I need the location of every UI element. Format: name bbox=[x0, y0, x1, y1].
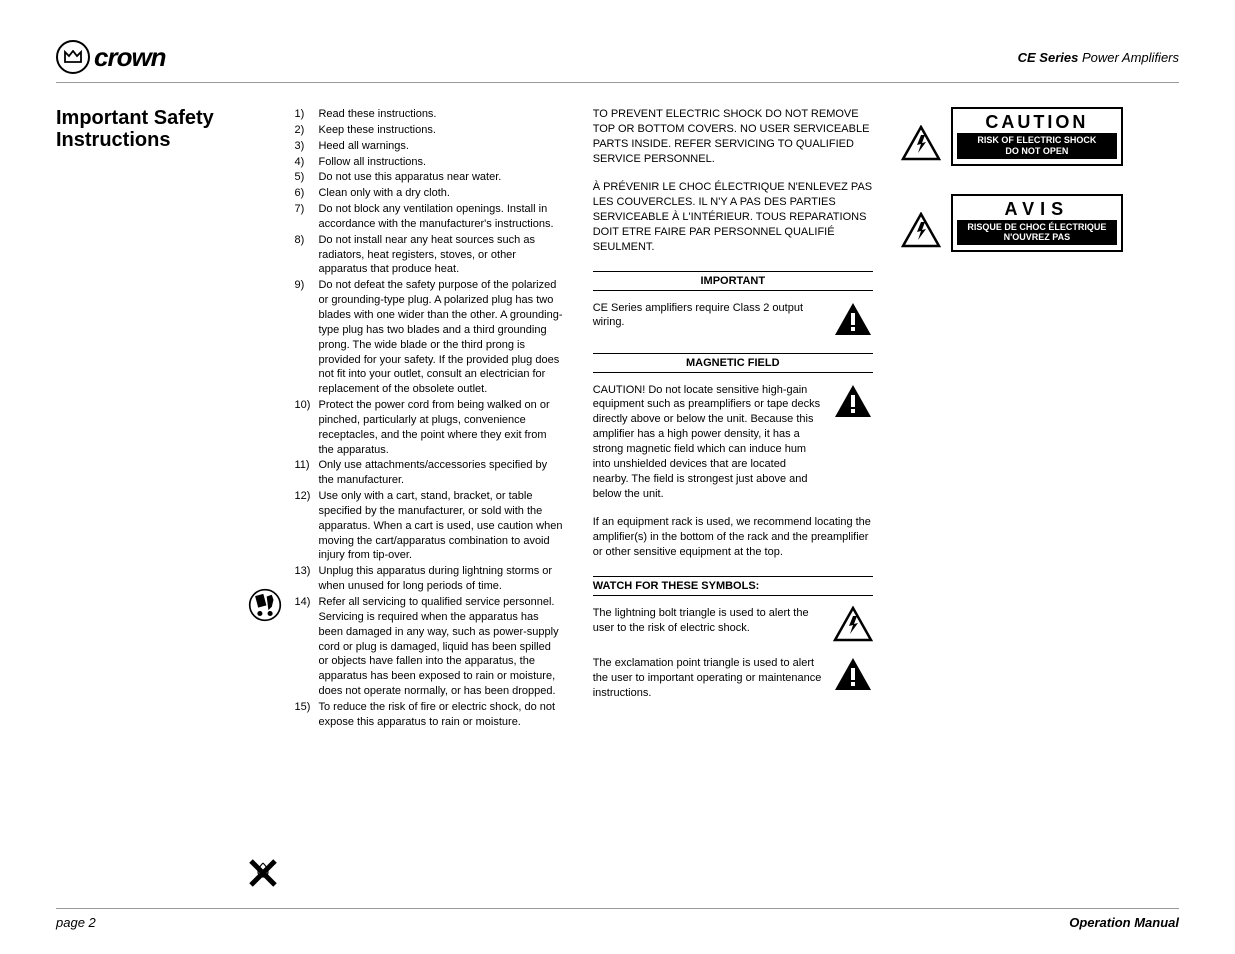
instruction-row: 5)Do not use this apparatus near water. bbox=[294, 170, 562, 185]
magnetic-row: CAUTION! Do not locate sensitive high-ga… bbox=[593, 383, 873, 502]
instruction-row: 2)Keep these instructions. bbox=[294, 123, 562, 138]
magnetic-text-1: CAUTION! Do not locate sensitive high-ga… bbox=[593, 383, 823, 502]
section-title-line1: Important Safety bbox=[56, 107, 284, 129]
instruction-row: 14)Refer all servicing to qualified serv… bbox=[294, 595, 562, 699]
instructions-list: 1)Read these instructions.2)Keep these i… bbox=[294, 107, 562, 730]
instruction-number: 3) bbox=[294, 139, 318, 154]
important-header: IMPORTANT bbox=[593, 271, 873, 291]
warnings-column: TO PREVENT ELECTRIC SHOCK DO NOT REMOVE … bbox=[593, 107, 901, 731]
brand-badge-icon bbox=[56, 40, 90, 74]
instruction-text: Unplug this apparatus during lightning s… bbox=[318, 564, 562, 594]
instruction-number: 6) bbox=[294, 186, 318, 201]
instruction-text: Keep these instructions. bbox=[318, 123, 562, 138]
caution-en-sub2: DO NOT OPEN bbox=[1005, 146, 1068, 156]
doc-title-series: CE Series bbox=[1018, 50, 1079, 65]
instruction-text: Do not defeat the safety purpose of the … bbox=[318, 278, 562, 397]
instruction-row: 3)Heed all warnings. bbox=[294, 139, 562, 154]
instruction-row: 10)Protect the power cord from being wal… bbox=[294, 398, 562, 457]
symbols-header: WATCH FOR THESE SYMBOLS: bbox=[593, 576, 873, 596]
instruction-number: 8) bbox=[294, 233, 318, 278]
instruction-row: 9)Do not defeat the safety purpose of th… bbox=[294, 278, 562, 397]
caution-en-title: CAUTION bbox=[957, 112, 1117, 133]
caution-fr-box: AVIS RISQUE DE CHOC ÉLECTRIQUE N'OUVREZ … bbox=[951, 194, 1123, 253]
symbol-excl-row: The exclamation point triangle is used t… bbox=[593, 656, 873, 701]
exclamation-triangle-icon bbox=[833, 301, 873, 337]
caution-fr-sub2: N'OUVREZ PAS bbox=[1004, 232, 1070, 242]
instruction-number: 2) bbox=[294, 123, 318, 138]
instruction-number: 4) bbox=[294, 155, 318, 170]
instruction-text: Do not block any ventilation openings. I… bbox=[318, 202, 562, 232]
shock-warning-fr: À PRÉVENIR LE CHOC ÉLECTRIQUE N'ENLEVEZ … bbox=[593, 180, 873, 254]
caution-en-sub: RISK OF ELECTRIC SHOCK DO NOT OPEN bbox=[957, 133, 1117, 159]
instruction-number: 13) bbox=[294, 564, 318, 594]
caution-fr-sub1: RISQUE DE CHOC ÉLECTRIQUE bbox=[967, 222, 1106, 232]
instruction-number: 7) bbox=[294, 202, 318, 232]
instruction-text: Read these instructions. bbox=[318, 107, 562, 122]
instruction-row: 1)Read these instructions. bbox=[294, 107, 562, 122]
instruction-text: Clean only with a dry cloth. bbox=[318, 186, 562, 201]
instruction-text: Only use attachments/accessories specifi… bbox=[318, 458, 562, 488]
caution-fr-sub: RISQUE DE CHOC ÉLECTRIQUE N'OUVREZ PAS bbox=[957, 220, 1117, 246]
caution-fr-title: AVIS bbox=[957, 199, 1117, 220]
instructions-column: 1)Read these instructions.2)Keep these i… bbox=[294, 107, 592, 731]
content-columns: Important Safety Instructions 1)Read the… bbox=[56, 107, 1179, 731]
magnetic-header: MAGNETIC FIELD bbox=[593, 353, 873, 373]
instruction-row: 6)Clean only with a dry cloth. bbox=[294, 186, 562, 201]
instruction-number: 9) bbox=[294, 278, 318, 397]
doc-title-rest: Power Amplifiers bbox=[1078, 50, 1179, 65]
brand-logo: crown bbox=[56, 40, 166, 74]
instruction-row: 4)Follow all instructions. bbox=[294, 155, 562, 170]
instruction-row: 7)Do not block any ventilation openings.… bbox=[294, 202, 562, 232]
instruction-text: Follow all instructions. bbox=[318, 155, 562, 170]
exclamation-triangle-icon bbox=[833, 383, 873, 419]
lightning-triangle-icon bbox=[901, 125, 941, 161]
document-title: CE Series Power Amplifiers bbox=[1018, 50, 1179, 65]
footer-page-number: page 2 bbox=[56, 915, 96, 930]
instruction-number: 15) bbox=[294, 700, 318, 730]
instruction-number: 10) bbox=[294, 398, 318, 457]
caution-en-box: CAUTION RISK OF ELECTRIC SHOCK DO NOT OP… bbox=[951, 107, 1123, 166]
instruction-text: Protect the power cord from being walked… bbox=[318, 398, 562, 457]
instruction-text: Do not install near any heat sources suc… bbox=[318, 233, 562, 278]
no-moisture-icon bbox=[248, 858, 284, 888]
instruction-text: Heed all warnings. bbox=[318, 139, 562, 154]
instruction-text: To reduce the risk of fire or electric s… bbox=[318, 700, 562, 730]
caution-en-sub1: RISK OF ELECTRIC SHOCK bbox=[977, 135, 1096, 145]
page-footer: page 2 Operation Manual bbox=[56, 908, 1179, 930]
instruction-number: 11) bbox=[294, 458, 318, 488]
footer-doc-type: Operation Manual bbox=[1069, 915, 1179, 930]
cart-tip-over-icon bbox=[248, 588, 284, 622]
header-rule bbox=[56, 82, 1179, 83]
lightning-triangle-icon bbox=[901, 212, 941, 248]
magnetic-text-2: If an equipment rack is used, we recomme… bbox=[593, 515, 873, 560]
instruction-number: 14) bbox=[294, 595, 318, 699]
instruction-number: 12) bbox=[294, 489, 318, 563]
page-header: crown CE Series Power Amplifiers bbox=[56, 40, 1179, 74]
exclamation-triangle-icon bbox=[833, 656, 873, 692]
instruction-number: 1) bbox=[294, 107, 318, 122]
symbol-bolt-row: The lightning bolt triangle is used to a… bbox=[593, 606, 873, 642]
caution-labels-column: CAUTION RISK OF ELECTRIC SHOCK DO NOT OP… bbox=[901, 107, 1179, 731]
instruction-row: 15)To reduce the risk of fire or electri… bbox=[294, 700, 562, 730]
instruction-row: 11)Only use attachments/accessories spec… bbox=[294, 458, 562, 488]
section-title-column: Important Safety Instructions bbox=[56, 107, 294, 731]
instruction-text: Refer all servicing to qualified service… bbox=[318, 595, 562, 699]
caution-fr-block: AVIS RISQUE DE CHOC ÉLECTRIQUE N'OUVREZ … bbox=[901, 194, 1179, 267]
instruction-row: 8)Do not install near any heat sources s… bbox=[294, 233, 562, 278]
symbol-bolt-text: The lightning bolt triangle is used to a… bbox=[593, 606, 823, 636]
instruction-number: 5) bbox=[294, 170, 318, 185]
section-title: Important Safety Instructions bbox=[56, 107, 284, 151]
instruction-text: Do not use this apparatus near water. bbox=[318, 170, 562, 185]
instruction-row: 12)Use only with a cart, stand, bracket,… bbox=[294, 489, 562, 563]
brand-name: crown bbox=[94, 42, 166, 73]
section-title-line2: Instructions bbox=[56, 129, 284, 151]
instruction-row: 13)Unplug this apparatus during lightnin… bbox=[294, 564, 562, 594]
instruction-text: Use only with a cart, stand, bracket, or… bbox=[318, 489, 562, 563]
caution-en-block: CAUTION RISK OF ELECTRIC SHOCK DO NOT OP… bbox=[901, 107, 1179, 180]
important-text: CE Series amplifiers require Class 2 out… bbox=[593, 301, 823, 331]
shock-warning-en: TO PREVENT ELECTRIC SHOCK DO NOT REMOVE … bbox=[593, 107, 873, 166]
important-row: CE Series amplifiers require Class 2 out… bbox=[593, 301, 873, 337]
lightning-triangle-icon bbox=[833, 606, 873, 642]
symbol-excl-text: The exclamation point triangle is used t… bbox=[593, 656, 823, 701]
